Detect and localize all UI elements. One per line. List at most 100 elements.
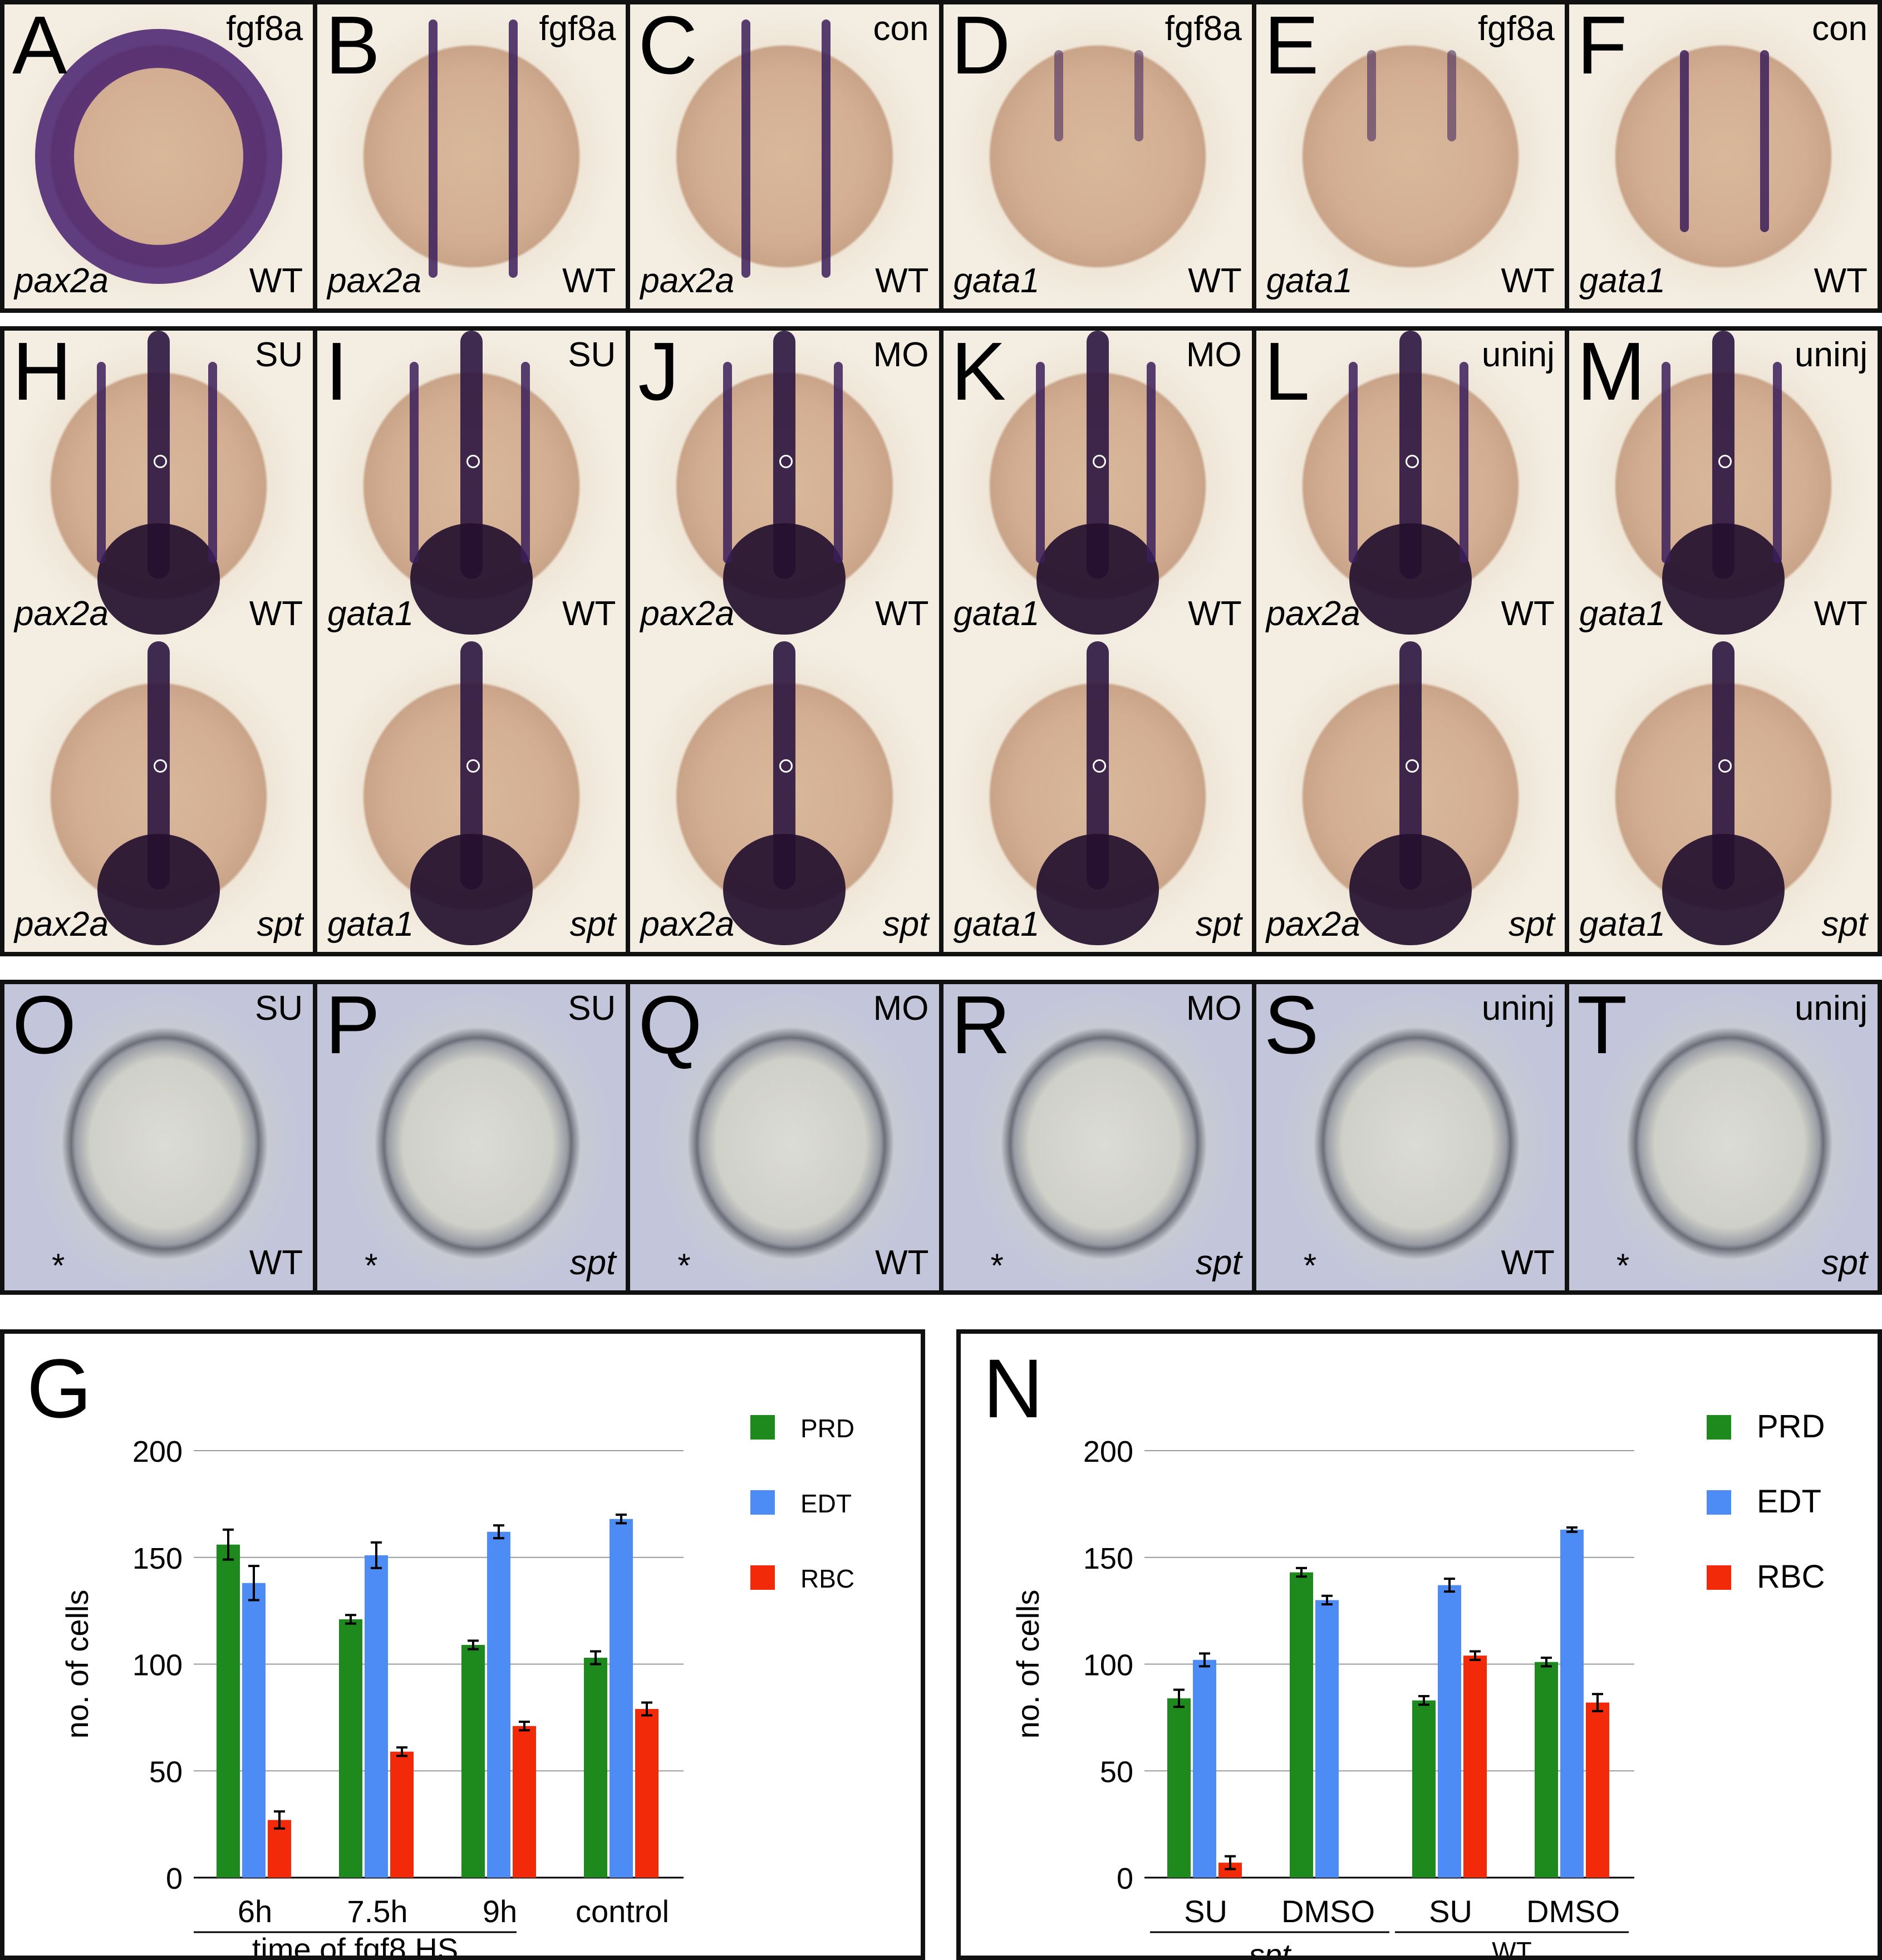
x-tick-label: 9h <box>483 1894 517 1929</box>
row-2-panels: pax2a WT pax2a spt H SU gata1 WT gata1 spt I SU pax2… <box>0 326 1882 956</box>
x-tick-label: SU <box>1184 1894 1227 1929</box>
stained-stripe-left <box>1367 50 1377 141</box>
bar-edt <box>1438 1585 1461 1878</box>
stained-stripe-right <box>508 19 518 278</box>
stained-tailbud <box>1036 833 1159 945</box>
embryo-wt: gata1 WT <box>317 331 626 641</box>
panel-condition: con <box>1812 9 1868 48</box>
panel-genotype: WT <box>249 595 303 633</box>
panel-genotype: WT <box>562 262 616 300</box>
reference-circle <box>779 455 793 469</box>
asterisk-marker: * <box>1616 1247 1630 1284</box>
embryo-spt: gata1 spt <box>317 641 626 952</box>
panel-gene: gata1 <box>953 262 1040 300</box>
chart-n-svg: N 0 50 100 150 200 no. of cells SU DMSO SU DMSO PRD… <box>983 1342 1825 1960</box>
x-tick-label: DMSO <box>1281 1894 1375 1929</box>
bar-edt <box>365 1555 388 1878</box>
reference-circle <box>466 759 480 773</box>
bar-edt <box>1560 1529 1584 1878</box>
panel-genotype: WT <box>1188 595 1242 633</box>
panel-letter: P <box>325 984 380 1071</box>
panel-gene: pax2a <box>1266 905 1360 944</box>
x-tick-label: 7.5h <box>347 1894 408 1929</box>
bar-prd <box>217 1544 240 1878</box>
stained-stripe-left <box>410 361 419 564</box>
panel-condition: con <box>873 9 929 48</box>
panel-genotype: WT <box>1814 595 1868 633</box>
legend-label-prd: PRD <box>1757 1408 1825 1445</box>
panel-condition: fgf8a <box>1477 9 1555 48</box>
bar-rbc <box>635 1709 659 1878</box>
bar-prd <box>1535 1662 1558 1878</box>
panel-k: gata1 WT gata1 spt K MO <box>943 331 1252 952</box>
panel-genotype: spt <box>1195 905 1242 944</box>
stained-stripe-right <box>821 19 831 278</box>
panel-condition: MO <box>873 336 929 374</box>
panel-letter: S <box>1264 984 1319 1071</box>
panel-condition: fgf8a <box>226 9 303 48</box>
reference-circle <box>154 759 168 773</box>
reference-circle <box>466 455 480 469</box>
stained-tailbud <box>1349 833 1472 945</box>
stained-stripe-left <box>1054 50 1064 141</box>
y-tick-label: 50 <box>149 1755 183 1789</box>
panel-genotype: spt <box>569 905 616 944</box>
panel-gene: pax2a <box>14 595 109 633</box>
reference-circle <box>154 455 168 469</box>
legend-swatch-rbc <box>750 1565 775 1590</box>
panel-gene: gata1 <box>1579 905 1666 944</box>
panel-condition: uninj <box>1795 989 1868 1028</box>
panel-genotype: WT <box>875 595 929 633</box>
panel-condition: SU <box>255 336 303 374</box>
embryo-spt: pax2a spt <box>630 641 939 952</box>
panel-r: R MO spt * <box>943 984 1252 1290</box>
panel-gene: pax2a <box>1266 595 1360 633</box>
legend-swatch-edt <box>750 1490 775 1515</box>
legend-swatch-rbc <box>1707 1565 1731 1590</box>
panel-genotype: spt <box>882 905 929 944</box>
panel-gene: pax2a <box>327 262 422 300</box>
legend-label-rbc: RBC <box>800 1564 854 1593</box>
stained-tailbud <box>1349 523 1472 635</box>
y-tick-label: 0 <box>1117 1862 1133 1895</box>
asterisk-marker: * <box>365 1247 378 1284</box>
panel-letter: H <box>12 331 72 417</box>
bar-edt <box>610 1519 633 1878</box>
panel-genotype: spt <box>569 1244 616 1282</box>
panel-condition: uninj <box>1481 336 1555 374</box>
panel-genotype: WT <box>875 262 929 300</box>
panel-letter: N <box>983 1342 1043 1435</box>
panel-o: O SU WT * <box>4 984 313 1290</box>
panel-gene: pax2a <box>640 595 735 633</box>
stained-tailbud <box>97 833 220 945</box>
legend-swatch-edt <box>1707 1490 1731 1515</box>
chart-g-svg: G 0 50 100 150 200 no. of cells 6h 7.5h 9h control… <box>27 1342 854 1960</box>
panel-condition: fgf8a <box>1164 9 1242 48</box>
panel-q: Q MO WT * <box>630 984 939 1290</box>
x-tick-label: SU <box>1429 1894 1472 1929</box>
y-tick-label: 150 <box>132 1542 183 1575</box>
bar-rbc <box>1463 1656 1487 1878</box>
panel-gene: gata1 <box>327 595 414 633</box>
panel-condition: SU <box>568 989 616 1028</box>
panel-genotype: spt <box>1195 1244 1242 1282</box>
panel-h: pax2a WT pax2a spt H SU <box>4 331 313 952</box>
reference-circle <box>1092 759 1106 773</box>
chart-panel-n: N 0 50 100 150 200 no. of cells SU DMSO SU DMSO PRD… <box>956 1329 1882 1960</box>
panel-gene: pax2a <box>640 262 735 300</box>
stained-tailbud <box>97 523 220 635</box>
panel-genotype: WT <box>1501 1244 1555 1282</box>
panel-letter: F <box>1576 4 1628 91</box>
bar-prd <box>1167 1698 1191 1878</box>
panel-condition: SU <box>568 336 616 374</box>
panel-gene: pax2a <box>640 905 735 944</box>
panel-letter: J <box>638 331 680 417</box>
panel-gene: gata1 <box>1266 262 1353 300</box>
